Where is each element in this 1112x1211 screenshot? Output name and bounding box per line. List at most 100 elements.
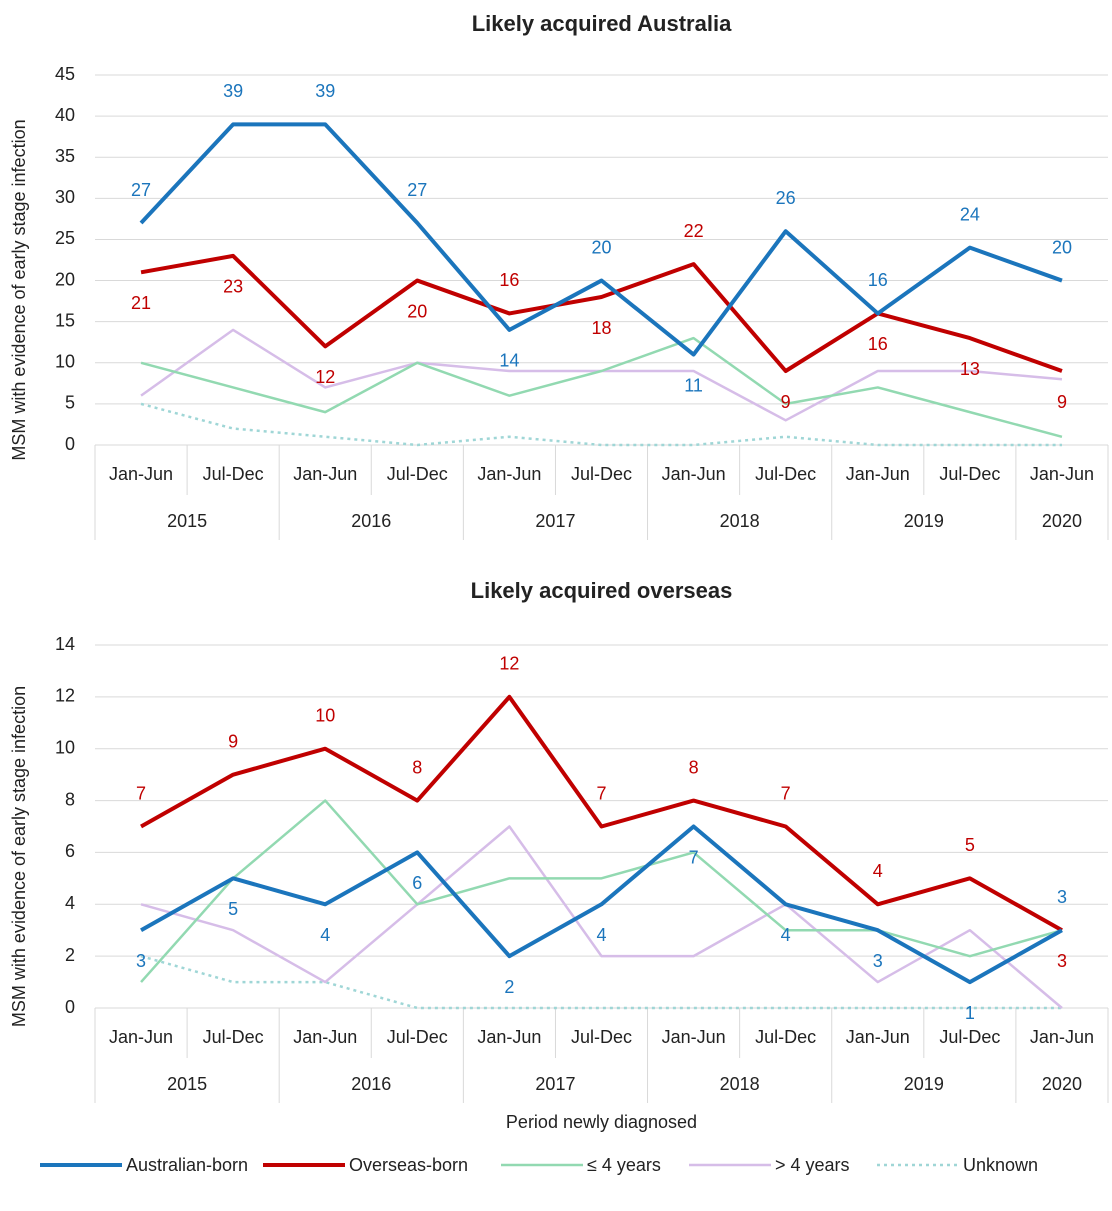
data-label: 12: [315, 367, 335, 387]
x-group-label: 2019: [904, 1074, 944, 1094]
x-tick-label: Jan-Jun: [293, 1027, 357, 1047]
data-label: 3: [873, 951, 883, 971]
x-tick-label: Jan-Jun: [293, 464, 357, 484]
y-tick-label: 0: [65, 997, 75, 1017]
data-label: 9: [228, 731, 238, 751]
x-group-label: 2016: [351, 511, 391, 531]
data-label: 16: [499, 270, 519, 290]
x-tick-label: Jan-Jun: [846, 1027, 910, 1047]
data-label: 20: [1052, 237, 1072, 257]
x-group-label: 2018: [720, 511, 760, 531]
data-label: 3: [1057, 887, 1067, 907]
x-axis-title: Period newly diagnosed: [506, 1112, 697, 1132]
x-tick-label: Jul-Dec: [755, 464, 816, 484]
x-group-label: 2015: [167, 1074, 207, 1094]
x-tick-label: Jul-Dec: [755, 1027, 816, 1047]
data-label: 13: [960, 359, 980, 379]
data-label: 20: [407, 301, 427, 321]
data-label: 14: [499, 351, 519, 371]
data-label: 24: [960, 204, 980, 224]
y-tick-label: 2: [65, 945, 75, 965]
y-tick-label: 40: [55, 105, 75, 125]
x-tick-label: Jan-Jun: [477, 464, 541, 484]
x-tick-label: Jan-Jun: [662, 1027, 726, 1047]
x-group-label: 2016: [351, 1074, 391, 1094]
data-label: 21: [131, 293, 151, 313]
x-tick-label: Jul-Dec: [387, 1027, 448, 1047]
x-tick-label: Jul-Dec: [571, 464, 632, 484]
legend-label: > 4 years: [775, 1155, 850, 1175]
y-tick-label: 45: [55, 64, 75, 84]
y-tick-label: 35: [55, 146, 75, 166]
y-tick-label: 5: [65, 393, 75, 413]
x-group-label: 2017: [535, 1074, 575, 1094]
series-line: [140, 402, 1062, 447]
y-axis-title: MSM with evidence of early stage infecti…: [9, 686, 29, 1027]
chart-title: Likely acquired overseas: [471, 578, 733, 603]
data-label: 23: [223, 277, 243, 297]
x-tick-label: Jan-Jun: [477, 1027, 541, 1047]
x-tick-label: Jan-Jun: [1030, 1027, 1094, 1047]
x-tick-label: Jan-Jun: [662, 464, 726, 484]
x-tick-label: Jul-Dec: [939, 1027, 1000, 1047]
data-label: 22: [684, 221, 704, 241]
x-group-label: 2019: [904, 511, 944, 531]
legend-label: Overseas-born: [349, 1155, 468, 1175]
legend-label: Australian-born: [126, 1155, 248, 1175]
data-label: 8: [412, 757, 422, 777]
data-label: 16: [868, 270, 888, 290]
x-tick-label: Jan-Jun: [109, 464, 173, 484]
x-tick-label: Jul-Dec: [203, 464, 264, 484]
x-tick-label: Jul-Dec: [203, 1027, 264, 1047]
y-tick-label: 10: [55, 737, 75, 757]
data-label: 7: [781, 783, 791, 803]
x-tick-label: Jul-Dec: [939, 464, 1000, 484]
y-tick-label: 10: [55, 352, 75, 372]
y-tick-label: 6: [65, 841, 75, 861]
data-label: 2: [504, 977, 514, 997]
data-label: 3: [136, 951, 146, 971]
series-line: [140, 328, 1063, 422]
y-tick-label: 30: [55, 187, 75, 207]
data-label: 9: [781, 392, 791, 412]
x-group-label: 2018: [720, 1074, 760, 1094]
data-label: 20: [591, 237, 611, 257]
data-label: 1: [965, 1003, 975, 1023]
data-label: 27: [407, 180, 427, 200]
x-group-label: 2020: [1042, 1074, 1082, 1094]
y-tick-label: 0: [65, 434, 75, 454]
y-tick-label: 15: [55, 310, 75, 330]
y-axis-title: MSM with evidence of early stage infecti…: [9, 119, 29, 460]
data-label: 16: [868, 334, 888, 354]
data-label: 18: [591, 318, 611, 338]
x-group-label: 2015: [167, 511, 207, 531]
data-label: 7: [136, 783, 146, 803]
series-line: [140, 694, 1063, 932]
x-tick-label: Jan-Jun: [846, 464, 910, 484]
data-label: 7: [596, 783, 606, 803]
data-label: 9: [1057, 392, 1067, 412]
data-label: 10: [315, 705, 335, 725]
y-tick-label: 20: [55, 269, 75, 289]
data-label: 5: [228, 899, 238, 919]
x-group-label: 2017: [535, 511, 575, 531]
data-label: 12: [499, 654, 519, 674]
x-tick-label: Jul-Dec: [387, 464, 448, 484]
data-label: 8: [689, 757, 699, 777]
y-tick-label: 4: [65, 893, 75, 913]
data-label: 3: [1057, 951, 1067, 971]
legend-label: ≤ 4 years: [587, 1155, 661, 1175]
x-tick-label: Jan-Jun: [109, 1027, 173, 1047]
data-label: 7: [689, 847, 699, 867]
data-label: 4: [320, 925, 330, 945]
data-label: 39: [315, 81, 335, 101]
series-line: [140, 824, 1063, 985]
legend-label: Unknown: [963, 1155, 1038, 1175]
series-line: [140, 825, 1063, 1009]
data-label: 4: [596, 925, 606, 945]
y-tick-label: 14: [55, 634, 75, 654]
series-line: [139, 122, 1063, 357]
chart-title: Likely acquired Australia: [472, 11, 732, 36]
